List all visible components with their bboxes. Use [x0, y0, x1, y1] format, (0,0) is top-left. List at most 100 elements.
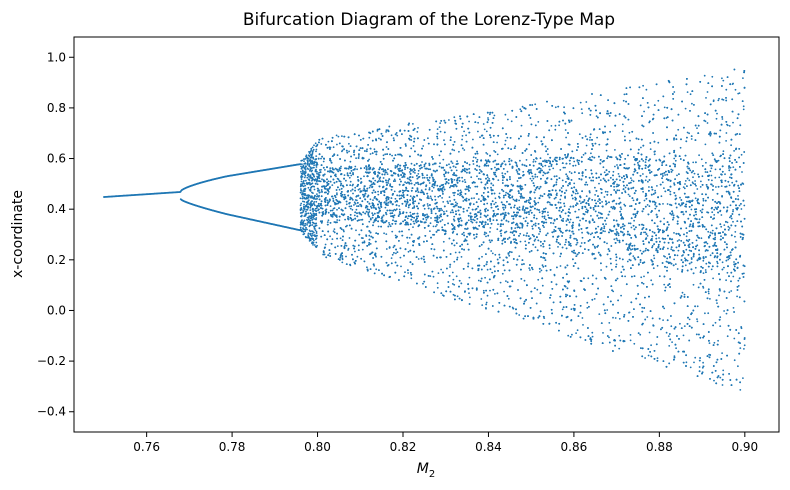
data-point — [479, 216, 482, 219]
data-point — [429, 195, 432, 198]
data-point — [679, 146, 682, 149]
data-point — [709, 134, 712, 137]
data-point — [455, 169, 458, 172]
data-point — [408, 237, 411, 239]
data-point — [501, 272, 504, 275]
data-point — [663, 217, 665, 220]
data-point — [660, 195, 663, 198]
data-point — [534, 224, 537, 227]
data-point — [648, 331, 651, 334]
data-point — [494, 293, 496, 295]
data-point — [464, 161, 466, 163]
data-point — [717, 99, 720, 102]
data-point — [439, 162, 441, 165]
data-point — [734, 235, 736, 238]
data-point — [440, 268, 442, 271]
data-point — [553, 230, 555, 233]
data-point — [532, 158, 535, 161]
data-point — [534, 176, 537, 178]
data-point — [726, 221, 729, 224]
data-point — [309, 222, 312, 225]
data-point — [732, 166, 735, 169]
data-point — [309, 206, 312, 209]
data-point — [377, 225, 380, 228]
data-point — [417, 173, 420, 175]
data-point — [651, 230, 654, 233]
data-point — [653, 254, 655, 257]
data-point — [413, 183, 416, 186]
data-point — [359, 188, 361, 190]
data-point — [312, 244, 314, 246]
data-point — [545, 218, 547, 221]
data-point — [394, 165, 397, 167]
data-point — [679, 322, 681, 325]
data-point — [456, 256, 459, 259]
data-point — [522, 170, 525, 173]
data-point — [615, 263, 618, 266]
data-point — [301, 193, 304, 196]
data-point — [510, 120, 513, 123]
data-point — [694, 356, 697, 359]
data-point — [713, 341, 716, 344]
data-point — [676, 254, 679, 257]
data-point — [309, 174, 311, 177]
data-point — [311, 178, 314, 181]
data-point — [732, 209, 734, 211]
data-point — [503, 208, 505, 211]
data-point — [605, 217, 608, 220]
data-point — [605, 265, 608, 268]
data-point — [699, 209, 702, 212]
data-point — [383, 232, 385, 235]
data-point — [587, 277, 590, 280]
data-point — [718, 294, 720, 297]
data-point — [510, 226, 513, 229]
data-point — [562, 217, 565, 220]
data-point — [408, 228, 410, 231]
data-point — [306, 219, 308, 221]
data-point — [432, 225, 435, 228]
data-point — [465, 134, 467, 137]
data-point — [456, 202, 459, 205]
data-point — [491, 252, 494, 255]
data-point — [305, 155, 307, 158]
data-point — [417, 176, 420, 179]
data-point — [614, 149, 616, 151]
data-point — [301, 197, 304, 200]
data-point — [311, 176, 314, 179]
data-point — [738, 204, 741, 207]
data-point — [353, 247, 355, 250]
data-point — [612, 316, 614, 319]
data-point — [387, 204, 389, 207]
data-point — [320, 143, 323, 145]
data-point — [547, 211, 549, 214]
data-point — [441, 197, 443, 199]
data-point — [302, 228, 305, 231]
data-point — [313, 160, 316, 163]
data-point — [542, 174, 544, 177]
data-point — [531, 268, 534, 271]
data-point — [451, 162, 454, 165]
data-point — [375, 268, 378, 271]
data-point — [350, 174, 353, 177]
data-point — [315, 200, 318, 203]
data-point — [531, 225, 534, 228]
data-point — [449, 266, 451, 268]
data-point — [591, 335, 594, 338]
data-point — [496, 228, 499, 231]
data-point — [476, 158, 479, 161]
data-point — [501, 179, 504, 182]
data-point — [303, 160, 305, 163]
data-point — [560, 187, 563, 189]
data-point — [666, 266, 668, 269]
data-point — [300, 178, 303, 181]
data-point — [315, 180, 318, 183]
data-point — [314, 204, 316, 207]
data-point — [730, 254, 732, 257]
data-point — [720, 225, 723, 228]
data-point — [299, 191, 302, 194]
data-point — [486, 218, 489, 221]
data-point — [684, 183, 686, 185]
data-point — [730, 144, 732, 147]
data-point — [646, 316, 649, 318]
data-point — [461, 176, 463, 179]
